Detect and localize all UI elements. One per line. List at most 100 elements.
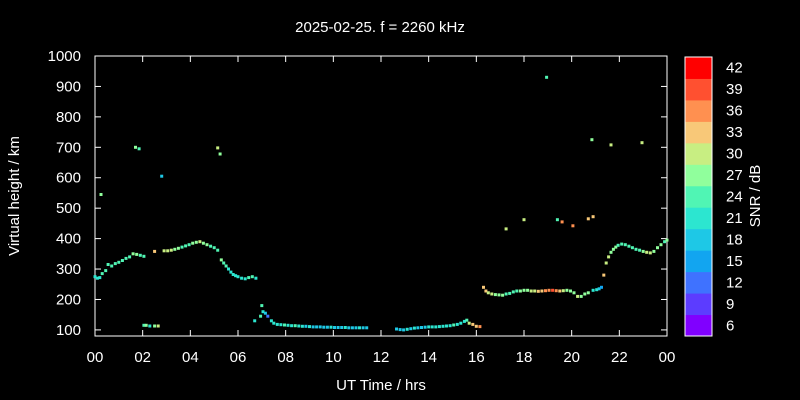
colorbar-segment xyxy=(685,164,712,186)
data-point xyxy=(125,257,128,260)
data-point xyxy=(587,217,590,220)
data-point xyxy=(590,138,593,141)
data-point xyxy=(220,258,223,261)
data-point xyxy=(160,175,163,178)
colorbar-segment xyxy=(685,207,712,229)
data-point xyxy=(117,261,120,264)
data-point xyxy=(272,322,275,325)
y-tick-label: 300 xyxy=(56,261,81,278)
data-point xyxy=(365,326,368,329)
data-point xyxy=(544,289,547,292)
colorbar-tick-label: 6 xyxy=(726,317,734,334)
x-tick-label: 00 xyxy=(87,349,104,366)
data-point xyxy=(580,295,583,298)
colorbar-tick-label: 36 xyxy=(726,103,743,120)
x-tick-label: 20 xyxy=(563,349,580,366)
data-point xyxy=(642,250,645,253)
data-point xyxy=(153,250,156,253)
data-point xyxy=(434,325,437,328)
data-point xyxy=(312,325,315,328)
data-point xyxy=(259,315,262,318)
data-point xyxy=(266,315,269,318)
data-point xyxy=(173,248,176,251)
colorbar-tick-label: 24 xyxy=(726,189,743,206)
x-tick-label: 04 xyxy=(182,349,199,366)
colorbar-tick-label: 33 xyxy=(726,124,743,141)
x-tick-label: 02 xyxy=(134,349,151,366)
data-point xyxy=(209,245,212,248)
colorbar-tick-label: 15 xyxy=(726,253,743,270)
data-point xyxy=(166,249,169,252)
colorbar-segment xyxy=(685,121,712,143)
data-point xyxy=(326,326,329,329)
data-point xyxy=(344,326,347,329)
data-point xyxy=(505,227,508,230)
data-point xyxy=(526,289,529,292)
data-point xyxy=(213,246,216,249)
data-point xyxy=(163,249,166,252)
x-tick-label: 18 xyxy=(516,349,533,366)
data-point xyxy=(592,289,595,292)
data-point xyxy=(660,243,663,246)
colorbar-tick-label: 30 xyxy=(726,146,743,163)
data-point xyxy=(153,325,156,328)
data-point xyxy=(145,324,148,327)
data-point xyxy=(333,326,336,329)
data-point xyxy=(600,286,603,289)
data-point xyxy=(420,326,423,329)
data-point xyxy=(571,224,574,227)
data-point xyxy=(362,326,365,329)
data-point xyxy=(244,277,247,280)
x-axis-label: UT Time / hrs xyxy=(336,377,426,394)
data-point xyxy=(358,326,361,329)
data-point xyxy=(592,215,595,218)
colorbar-segment xyxy=(685,186,712,208)
data-point xyxy=(347,326,350,329)
data-point xyxy=(283,324,286,327)
data-point xyxy=(530,290,533,293)
data-point xyxy=(237,275,240,278)
data-point xyxy=(206,243,209,246)
data-point xyxy=(656,246,659,249)
data-point xyxy=(523,218,526,221)
data-point xyxy=(138,147,141,150)
data-point xyxy=(573,291,576,294)
data-point xyxy=(101,272,104,275)
data-point xyxy=(442,325,445,328)
data-point xyxy=(431,325,434,328)
data-point xyxy=(649,251,652,254)
data-point xyxy=(638,249,641,252)
x-tick-label: 10 xyxy=(325,349,342,366)
data-point xyxy=(624,243,627,246)
data-point xyxy=(402,328,405,331)
data-point xyxy=(498,293,501,296)
data-point xyxy=(406,328,409,331)
data-point xyxy=(276,323,279,326)
data-point xyxy=(355,326,358,329)
data-point xyxy=(627,245,630,248)
colorbar-segment xyxy=(685,315,712,337)
colorbar-tick-label: 12 xyxy=(726,274,743,291)
data-point xyxy=(170,249,173,252)
data-point xyxy=(287,324,290,327)
data-point xyxy=(308,325,311,328)
y-tick-label: 200 xyxy=(56,291,81,308)
data-point xyxy=(177,247,180,250)
y-tick-label: 500 xyxy=(56,200,81,217)
data-point xyxy=(427,325,430,328)
y-tick-label: 800 xyxy=(56,109,81,126)
data-point xyxy=(157,325,160,328)
data-point xyxy=(468,322,471,325)
colorbar-tick-label: 39 xyxy=(726,81,743,98)
data-point xyxy=(219,153,222,156)
data-point xyxy=(424,326,427,329)
colorbar-segment xyxy=(685,250,712,272)
data-point xyxy=(641,141,644,144)
colorbar-segment xyxy=(685,272,712,294)
colorbar-tick-label: 9 xyxy=(726,296,734,313)
data-point xyxy=(583,293,586,296)
data-point xyxy=(561,220,564,223)
colorbar-segment xyxy=(685,78,712,100)
data-point xyxy=(551,289,554,292)
